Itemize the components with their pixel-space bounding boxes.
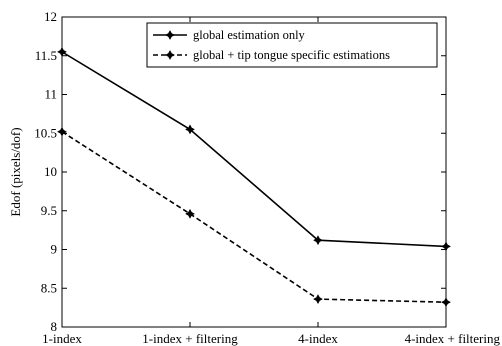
y-tick-label: 10.5 (34, 125, 57, 140)
legend-marker-1 (164, 49, 176, 61)
series-line-1 (61, 131, 447, 303)
legend-marker-0 (164, 29, 176, 41)
series-0-point (184, 124, 196, 135)
y-tick-label: 9.5 (41, 203, 57, 218)
y-tick-label: 8.5 (41, 280, 57, 295)
legend-box (146, 22, 438, 68)
y-tick-label: 8 (51, 319, 58, 334)
legend-label-0: global estimation only (193, 28, 306, 42)
y-tick-label: 12 (44, 9, 57, 24)
legend: global estimation only global + tip tongu… (146, 22, 438, 68)
y-tick-label: 9 (51, 242, 58, 257)
series-1-point (184, 208, 196, 219)
y-tick-label: 11.5 (35, 48, 57, 63)
y-tick-label: 11 (44, 87, 57, 102)
x-tick-label: 1-index (42, 331, 82, 346)
series-0-point (312, 235, 324, 246)
series-line-0 (61, 51, 447, 248)
y-axis-label: Edof (pixels/dof) (8, 127, 23, 216)
series-1-point (312, 294, 324, 305)
x-tick-label: 4-index + filtering (405, 331, 501, 346)
legend-label-1: global + tip tongue specific estimations (193, 48, 390, 62)
axis-ticks: 8 8.5 9 9.5 10 10.5 11 11.5 12 1-index 1-index + f… (34, 9, 500, 346)
y-tick-label: 10 (44, 164, 57, 179)
x-tick-label: 1-index + filtering (142, 331, 238, 346)
x-tick-label: 4-index (298, 331, 338, 346)
